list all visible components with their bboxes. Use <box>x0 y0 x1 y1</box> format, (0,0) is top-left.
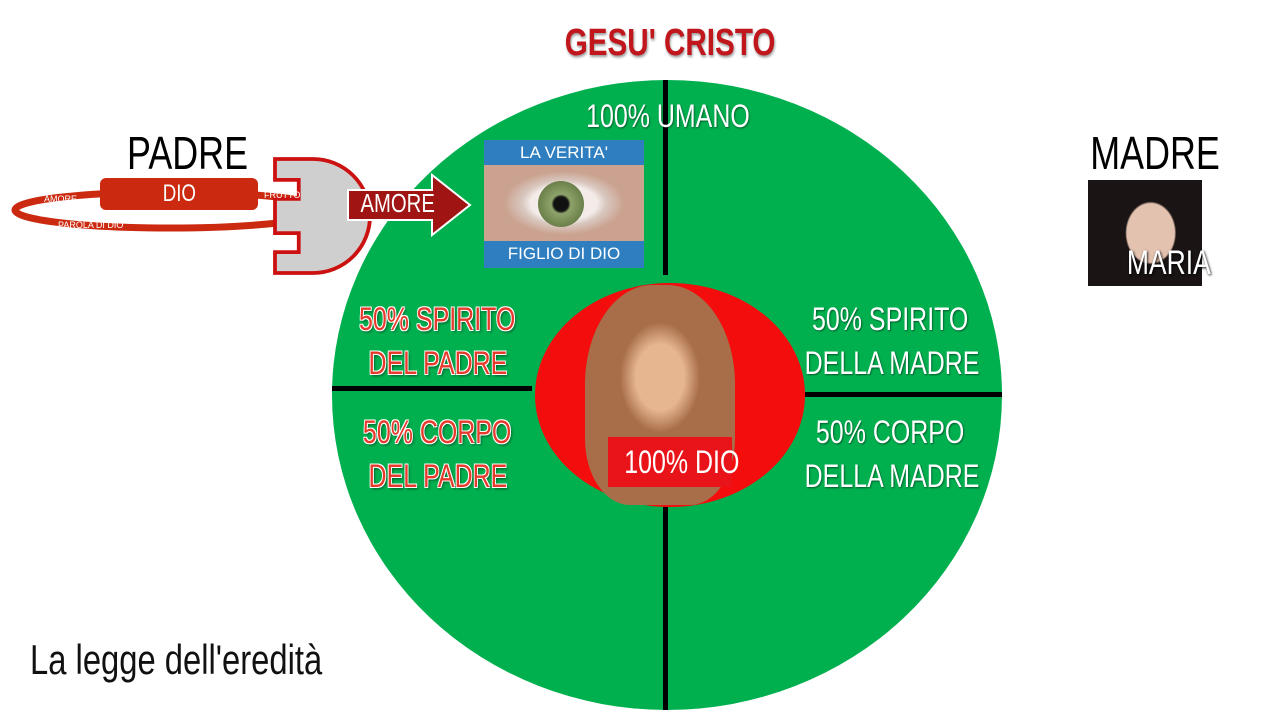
label-100-dio: 100% DIO <box>608 437 739 487</box>
divider-right <box>805 392 1002 397</box>
amore-arrow-label: AMORE <box>360 188 435 218</box>
label-umano: 100% UMANO <box>586 98 750 134</box>
frutto-label: FRUTTO <box>264 190 301 200</box>
label-spirito-padre: 50% SPIRITO DEL PADRE <box>359 301 516 381</box>
plug-icon <box>273 157 372 275</box>
eye-image <box>484 165 644 241</box>
diagram-title: GESU' CRISTO <box>564 22 776 64</box>
maria-portrait <box>1088 180 1202 286</box>
label-corpo-madre: 50% CORPO DELLA MADRE <box>804 414 980 494</box>
maria-label: MARIA <box>1126 244 1211 282</box>
amore-small-label: AMORE <box>44 194 78 204</box>
padre-label: PADRE <box>127 127 249 179</box>
eye-top-label: LA VERITA' <box>520 143 608 162</box>
dio-box: DIO <box>100 178 258 210</box>
madre-label: MADRE <box>1090 127 1220 179</box>
divider-top <box>663 80 668 275</box>
parola-label: PAROLA DI DIO <box>58 220 124 230</box>
amore-arrow <box>347 172 472 238</box>
eye-bottom-label: FIGLIO DI DIO <box>507 244 621 263</box>
iris <box>538 181 584 227</box>
divider-bottom <box>663 505 668 710</box>
slide-caption: La legge dell'eredità <box>30 636 323 683</box>
padre-cycle-graphic <box>11 157 472 275</box>
label-spirito-madre: 50% SPIRITO DELLA MADRE <box>804 301 980 381</box>
label-corpo-padre: 50% CORPO DEL PADRE <box>363 414 512 494</box>
divider-left <box>332 386 532 391</box>
